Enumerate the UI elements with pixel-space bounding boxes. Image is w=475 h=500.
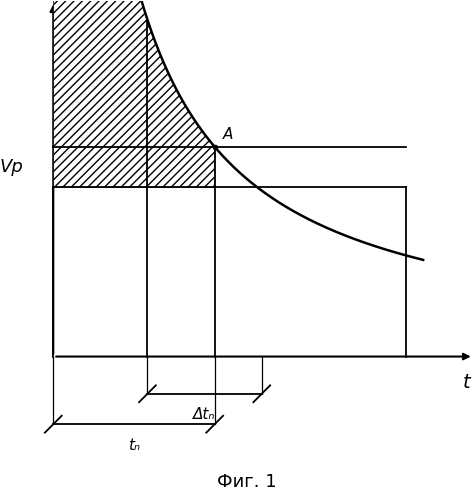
Text: Δtₙ: Δtₙ <box>193 408 216 422</box>
Text: Vр: Vр <box>0 158 23 176</box>
Text: A: A <box>223 127 234 142</box>
Text: t: t <box>463 374 471 392</box>
Text: tₙ: tₙ <box>128 438 140 452</box>
Polygon shape <box>54 0 215 188</box>
Text: Фиг. 1: Фиг. 1 <box>217 472 276 490</box>
Text: V: V <box>63 2 78 20</box>
